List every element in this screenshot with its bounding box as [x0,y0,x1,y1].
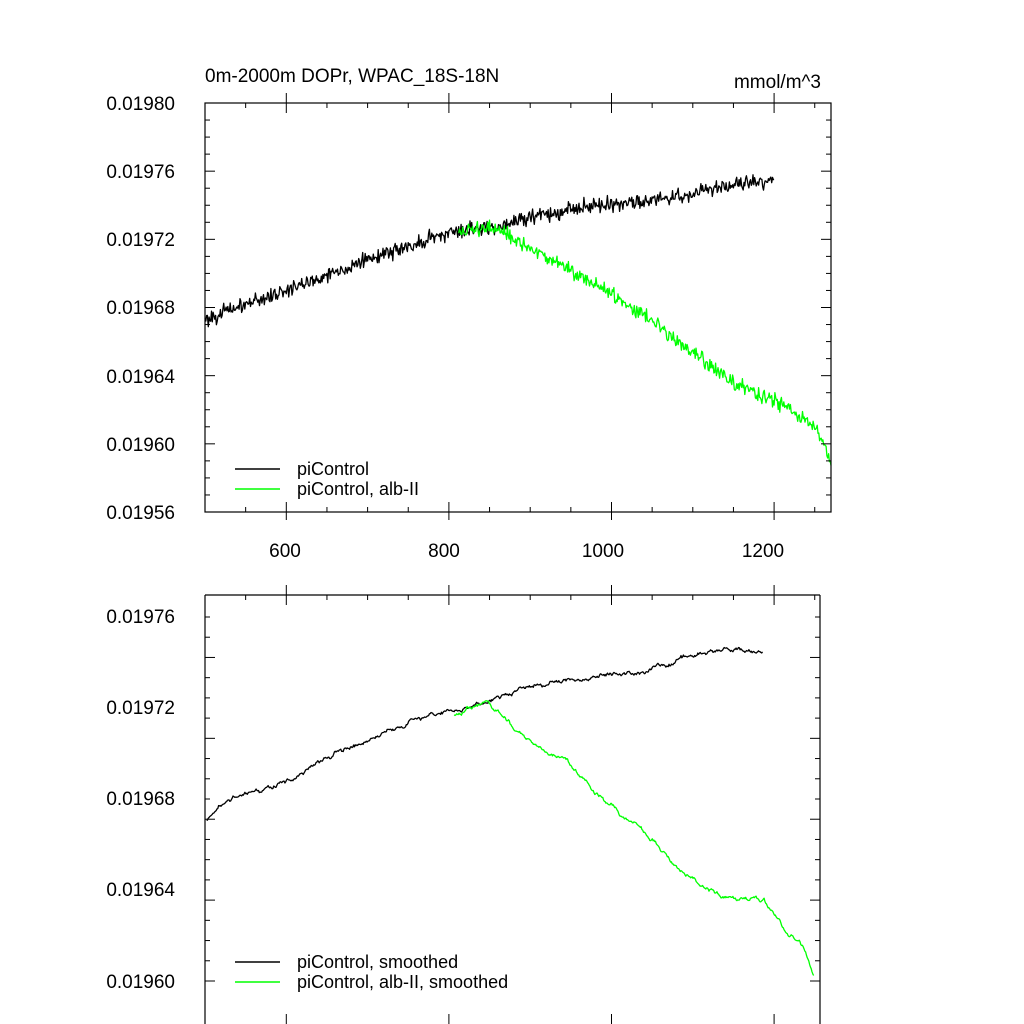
top-tick-marks [204,93,831,520]
bottom-tick-marks [205,585,820,1024]
top-y-tick-label: 0.01972 [106,230,175,251]
bottom-y-tick-label: 0.01968 [106,789,175,810]
top-x-tick-label: 1000 [582,541,624,562]
series-line-picontrol-alb-ii-smoothed [453,700,815,976]
top-chart-title: 0m-2000m DOPr, WPAC_18S-18N [205,66,499,87]
bottom-legend-label: piControl, smoothed [297,952,458,972]
bottom-y-tick-label: 0.01964 [106,880,175,901]
top-y-tick-label: 0.01968 [106,298,175,319]
bottom-panel: 0.01976 0.01972 0.01968 0.01964 0.01960 … [106,585,821,1024]
bottom-y-tick-label: 0.01972 [106,698,175,719]
bottom-series-layer [206,646,815,976]
top-y-tick-label: 0.01976 [106,162,175,183]
series-line-picontrol-smoothed [206,646,764,821]
top-x-tick-label: 600 [269,541,301,562]
bottom-legend-label: piControl, alb-II, smoothed [297,972,508,992]
top-legend-label: piControl, alb-II [297,479,419,499]
top-y-tick-label: 0.01960 [106,435,175,456]
top-units-label: mmol/m^3 [734,72,821,93]
top-y-tick-label: 0.01980 [106,94,175,115]
top-y-tick-label: 0.01956 [106,503,175,524]
series-line-picontrol-alb-ii [458,219,832,466]
top-x-tick-label: 800 [428,541,460,562]
top-panel: 0m-2000m DOPr, WPAC_18S-18N mmol/m^3 0.0… [106,66,832,562]
top-legend-label: piControl [297,459,369,479]
top-series-layer [204,174,832,466]
top-x-tick-label: 1200 [742,541,784,562]
top-y-tick-label: 0.01964 [106,367,175,388]
bottom-y-tick-label: 0.01960 [106,972,175,993]
bottom-y-tick-label: 0.01976 [106,607,175,628]
top-plot-frame [204,102,832,513]
series-line-picontrol [204,174,775,328]
